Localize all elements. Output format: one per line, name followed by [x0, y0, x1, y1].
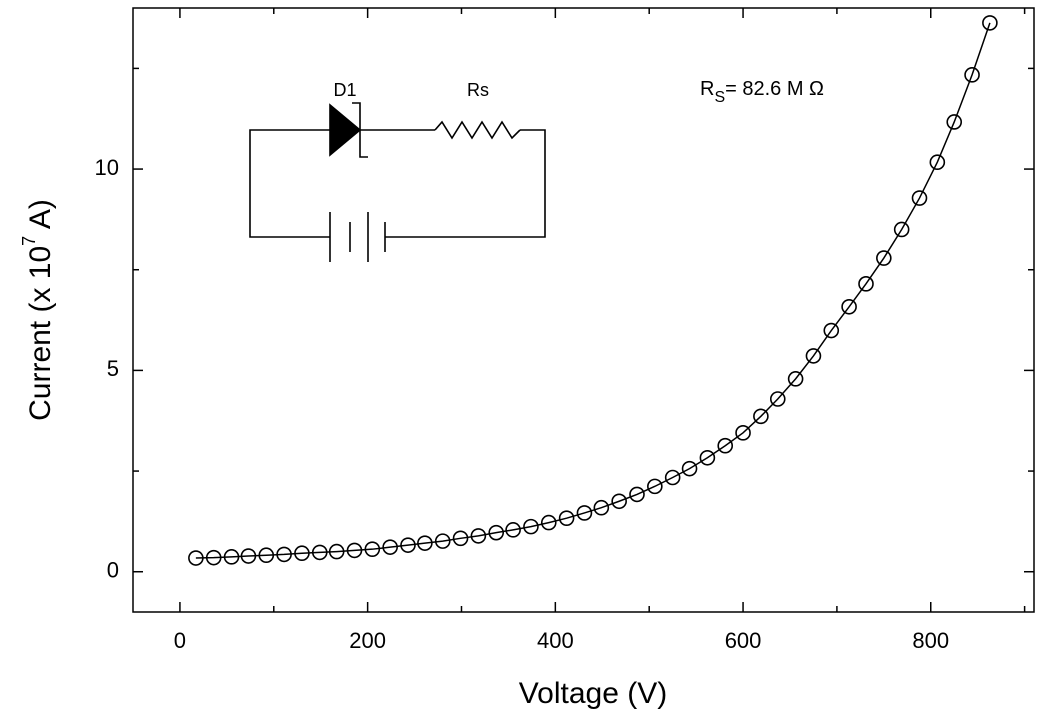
circuit: [249, 102, 546, 262]
y-axis-label: Current (x 107 A): [19, 199, 57, 421]
y-label-text: Current (x 10: [24, 246, 57, 421]
data-point: [417, 535, 433, 551]
data-point: [258, 547, 275, 564]
data-point: [929, 154, 946, 171]
data-point: [346, 542, 363, 559]
data-point: [488, 524, 505, 541]
x-tick-label: 600: [725, 628, 762, 653]
x-tick-label: 200: [349, 628, 386, 653]
data-point: [205, 549, 222, 566]
x-tick-label: 0: [174, 628, 186, 653]
circuit-label: Rs: [467, 80, 489, 100]
data-point: [611, 493, 627, 510]
data-point: [400, 537, 416, 553]
data-point: [841, 298, 857, 315]
circuit-label: D1: [333, 80, 356, 100]
data-point: [452, 530, 469, 547]
data-point: [593, 499, 610, 516]
data-point: [382, 539, 398, 555]
data-point: [523, 518, 539, 535]
x-axis-label: Voltage (V): [519, 677, 667, 710]
data-point: [629, 486, 645, 503]
data-point: [434, 533, 451, 549]
data-point: [717, 437, 734, 454]
x-tick-label: 800: [912, 628, 949, 653]
annotation: RS= 82.6 M Ω: [700, 78, 824, 106]
wire: [385, 129, 546, 238]
data-point: [769, 391, 786, 407]
y-label-suffix: A): [24, 199, 57, 236]
data-point: [558, 510, 575, 526]
data-point: [876, 250, 892, 266]
data-point: [893, 221, 910, 238]
data-point: [753, 408, 769, 425]
y-label-sup: 7: [19, 236, 39, 246]
x-tick-label: 400: [537, 628, 574, 653]
data-point: [681, 460, 698, 477]
data-point: [823, 322, 840, 339]
data-point: [911, 190, 928, 206]
annotation-sub: S: [714, 89, 725, 106]
plot-frame: [132, 7, 1035, 613]
annotation-text: R: [700, 78, 714, 100]
annotation-suffix: = 82.6 M Ω: [725, 78, 824, 100]
data-point: [647, 478, 663, 495]
y-tick-label: 5: [107, 356, 119, 381]
data-point: [364, 541, 381, 557]
data-point: [858, 276, 874, 292]
data-point: [505, 522, 521, 538]
data-point: [576, 505, 593, 521]
y-tick-label: 0: [107, 558, 119, 583]
data-point: [311, 544, 328, 561]
data-point: [735, 425, 751, 441]
data-point: [276, 546, 292, 563]
resistor: [434, 120, 521, 140]
diode-bar: [352, 102, 368, 158]
data-point: [294, 545, 310, 562]
data-point: [664, 469, 681, 486]
data-point: [470, 528, 487, 544]
wire: [249, 129, 330, 238]
data-point: [946, 114, 963, 130]
data-point: [240, 548, 257, 564]
data-point: [982, 15, 998, 31]
data-point: [964, 67, 980, 83]
data-point: [223, 549, 240, 565]
diode: [329, 103, 362, 157]
data-point: [805, 348, 822, 364]
data-point: [699, 449, 716, 466]
series-line: [195, 22, 991, 559]
data-point: [540, 514, 557, 531]
data-point: [328, 543, 345, 560]
y-tick-label: 10: [95, 155, 119, 180]
data-point: [787, 371, 804, 387]
data-point: [188, 550, 204, 566]
